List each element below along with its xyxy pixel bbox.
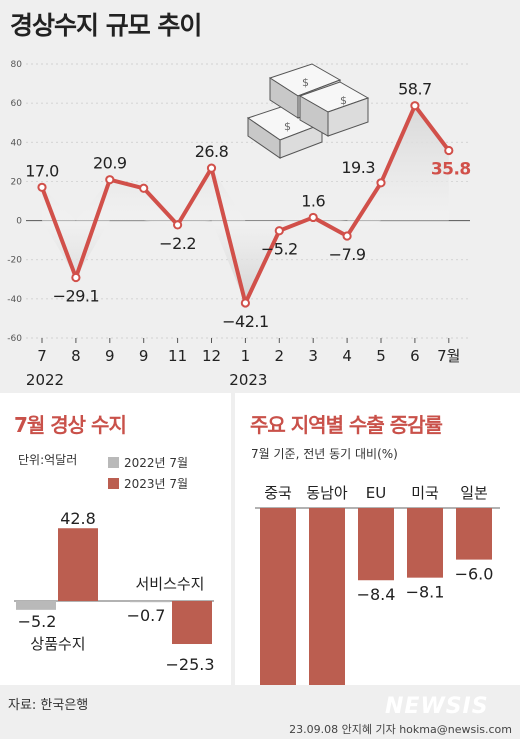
export-category-3: 미국 — [411, 484, 439, 502]
export-category-4: 일본 — [460, 484, 488, 502]
export-bar-3 — [407, 508, 443, 578]
balance-bar-1-1 — [172, 601, 212, 645]
y-ticks: 80 60 40 20 0 -20 -40 -60 — [7, 60, 22, 344]
data-label-1: −29.1 — [53, 287, 100, 306]
export-value-3: −8.1 — [406, 583, 445, 602]
july-balance-bar-chart: −5.2 42.8 −0.7 −25.3 상품수지 서비스수지 — [14, 509, 215, 674]
data-label-10: 19.3 — [341, 158, 375, 177]
data-point-9 — [342, 231, 352, 241]
data-point-12 — [444, 145, 454, 156]
x-tick-label: 8 — [71, 347, 81, 365]
data-point-6 — [240, 298, 250, 308]
money-illustration-icon: $ $ $ — [246, 63, 370, 159]
export-bar-4 — [456, 508, 492, 560]
export-category-1: 동남아 — [306, 484, 348, 502]
svg-text:$: $ — [340, 94, 347, 107]
x-tick-label: 7 — [37, 347, 47, 365]
data-point-0 — [37, 182, 47, 192]
data-label-7: −5.2 — [261, 240, 298, 259]
newsis-watermark: NEWSIS — [385, 694, 489, 719]
legend-label-2022: 2022년 7월 — [124, 456, 189, 470]
export-value-2: −8.4 — [357, 585, 396, 604]
x-tick-label: 2 — [275, 347, 285, 365]
balance-label-goods-2023: 42.8 — [60, 509, 96, 528]
data-point-1 — [71, 272, 81, 283]
y-tick-label: 60 — [11, 99, 23, 109]
x-ticks: 7 8 9 9 11 12 1 2 3 4 5 6 7월 — [37, 338, 460, 365]
legend-label-2023: 2023년 7월 — [124, 477, 189, 491]
panel-divider — [231, 393, 235, 685]
data-point-10 — [376, 178, 386, 188]
year-labels: 2022 2023 — [26, 371, 268, 389]
legend-2023: 2023년 7월 — [108, 475, 188, 492]
export-growth-bar-chart: 중국−25.1%동남아−20.9EU−8.4미국−8.1일본−6.0 — [255, 484, 500, 685]
export-chart-title: 주요 지역별 수출 증감률 — [250, 413, 443, 437]
data-label-4: −2.2 — [159, 234, 196, 253]
y-tick-label: -40 — [7, 295, 22, 305]
data-point-5 — [206, 163, 217, 173]
x-tick-label: 9 — [139, 347, 149, 365]
export-bar-0 — [260, 508, 296, 685]
data-labels: 17.0 −29.1 20.9 −2.2 26.8 −42.1 −5.2 1.6 −7.9 19.… — [25, 80, 471, 331]
export-bar-2 — [358, 508, 394, 581]
export-subtitle: 7월 기준, 전년 동기 대비(%) — [251, 447, 398, 461]
balance-label-service-2023: −25.3 — [165, 655, 214, 674]
balance-label-goods-2022: −5.2 — [18, 612, 57, 631]
data-point-8 — [308, 212, 318, 223]
data-point-2 — [105, 175, 115, 185]
data-label-11: 58.7 — [398, 80, 432, 99]
data-label-12: 35.8 — [431, 160, 471, 180]
data-point-7 — [274, 226, 284, 236]
x-tick-label: 12 — [202, 347, 221, 365]
data-label-5: 26.8 — [195, 142, 229, 161]
svg-text:$: $ — [302, 76, 309, 89]
y-tick-label: 20 — [11, 177, 23, 187]
data-label-2: 20.9 — [93, 154, 127, 173]
unit-note: 단위:억달러 — [18, 453, 78, 467]
x-tick-label: 11 — [168, 347, 187, 365]
current-account-line-chart: 80 60 40 20 0 -20 -40 -60 $ $ $ 17.0 −29.1 20.9 −2… — [7, 60, 471, 389]
x-tick-label: 5 — [376, 347, 386, 365]
data-point-3 — [139, 183, 149, 193]
y-tick-label: -20 — [7, 256, 22, 266]
data-label-6: −42.1 — [222, 312, 269, 331]
category-label-service: 서비스수지 — [135, 575, 204, 593]
data-point-4 — [173, 220, 183, 230]
y-tick-label: -60 — [7, 334, 22, 344]
data-points — [37, 101, 454, 308]
balance-label-service-2022: −0.7 — [127, 606, 166, 625]
page-title: 경상수지 규모 추이 — [10, 11, 202, 40]
balance-chart-title: 7월 경상 수지 — [14, 413, 127, 437]
legend-2022: 2022년 7월 — [108, 454, 188, 471]
balance-bar-1-0 — [130, 601, 170, 603]
export-category-0: 중국 — [264, 484, 292, 502]
x-tick-label: 4 — [342, 347, 352, 365]
x-tick-label: 6 — [410, 347, 420, 365]
legend-swatch-2022 — [108, 457, 119, 468]
data-point-11 — [410, 101, 420, 111]
export-value-4: −6.0 — [455, 565, 494, 584]
source-note: 자료: 한국은행 — [8, 698, 89, 713]
x-tick-label: 3 — [308, 347, 318, 365]
credit-line: 23.09.08 안지혜 기자 hokma@newsis.com — [289, 723, 512, 736]
x-tick-label: 1 — [241, 347, 251, 365]
negative-area — [42, 220, 449, 303]
x-tick-label: 9 — [105, 347, 115, 365]
balance-bar-0-0 — [16, 601, 56, 610]
year-label: 2022 — [26, 371, 64, 389]
y-tick-label: 80 — [11, 60, 23, 70]
data-label-8: 1.6 — [301, 191, 325, 210]
year-label: 2023 — [229, 371, 267, 389]
data-label-0: 17.0 — [25, 161, 59, 180]
y-tick-label: 0 — [16, 217, 22, 227]
data-label-9: −7.9 — [329, 245, 366, 264]
x-tick-label: 7월 — [437, 347, 460, 365]
y-tick-label: 40 — [11, 138, 23, 148]
export-bar-1 — [309, 508, 345, 685]
balance-bar-0-1 — [58, 528, 98, 601]
category-label-goods: 상품수지 — [30, 635, 85, 653]
legend-swatch-2023 — [108, 478, 119, 489]
svg-text:$: $ — [284, 120, 291, 133]
export-category-2: EU — [366, 484, 386, 502]
